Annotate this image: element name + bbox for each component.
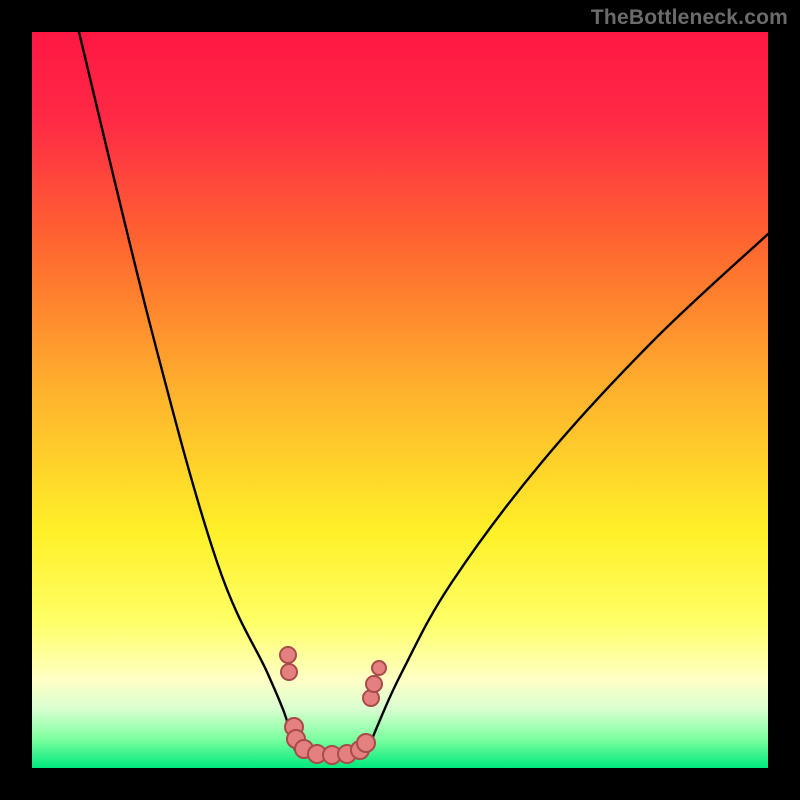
marker-point (280, 647, 296, 663)
marker-point (281, 664, 297, 680)
marker-point (366, 676, 382, 692)
attribution-text: TheBottleneck.com (591, 6, 788, 30)
marker-point (357, 734, 375, 752)
figure-canvas: TheBottleneck.com (0, 0, 800, 800)
marker-point (372, 661, 386, 675)
gradient-plot-area (32, 32, 768, 768)
bottleneck-chart (0, 0, 800, 800)
